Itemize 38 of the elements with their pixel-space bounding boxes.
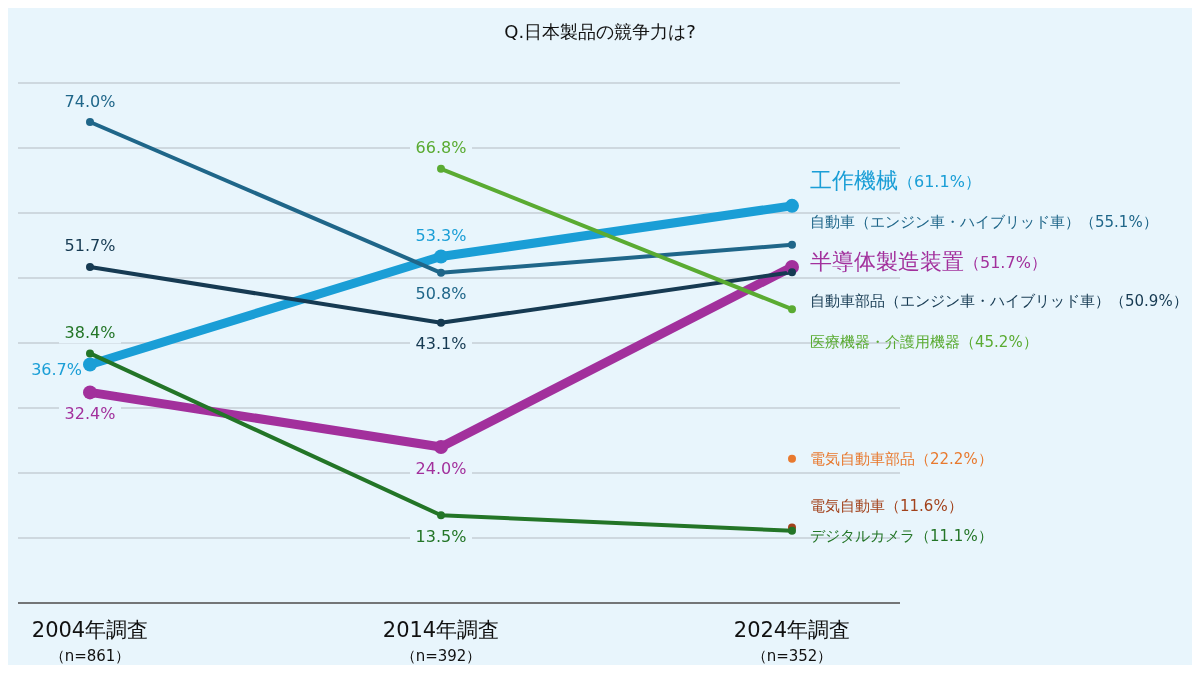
x-tick-label: 2004年調査（n=861） bbox=[31, 618, 149, 665]
point bbox=[788, 305, 796, 314]
data-label: 医療機器・介護用機器（45.2%） bbox=[810, 332, 1038, 351]
data-label: 53.3% bbox=[415, 226, 467, 246]
point bbox=[437, 318, 445, 327]
data-label: 36.7% bbox=[31, 359, 82, 379]
point bbox=[434, 440, 448, 454]
point bbox=[83, 357, 97, 372]
data-label: 50.8% bbox=[415, 284, 467, 304]
data-label: 32.4% bbox=[64, 403, 116, 423]
data-label: 自動車部品（エンジン車・ハイブリッド車）（50.9%） bbox=[810, 291, 1188, 310]
data-label: 工作機械（61.1%） bbox=[810, 167, 981, 193]
point bbox=[83, 385, 97, 400]
point bbox=[437, 164, 445, 173]
point bbox=[437, 268, 445, 277]
point bbox=[785, 198, 799, 213]
point bbox=[434, 249, 448, 264]
data-label: 自動車（エンジン車・ハイブリッド車）（55.1%） bbox=[810, 212, 1158, 231]
point bbox=[86, 118, 94, 126]
point bbox=[788, 268, 796, 277]
data-label: 24.0% bbox=[415, 458, 467, 478]
data-label: 13.5% bbox=[415, 526, 467, 546]
point bbox=[86, 349, 94, 358]
chart-title: Q.日本製品の競争力は? bbox=[503, 20, 697, 44]
data-label: 半導体製造装置（51.7%） bbox=[810, 248, 1047, 274]
point bbox=[788, 240, 796, 249]
point bbox=[437, 511, 445, 520]
point bbox=[86, 262, 94, 271]
data-label: 43.1% bbox=[415, 334, 467, 354]
x-tick-label: 2024年調査（n=352） bbox=[733, 618, 851, 665]
data-label: デジタルカメラ（11.1%） bbox=[810, 526, 993, 545]
x-tick-label: 2014年調査（n=392） bbox=[382, 618, 500, 665]
data-label: 51.7% bbox=[64, 236, 116, 256]
data-label: 電気自動車部品（22.2%） bbox=[810, 449, 993, 468]
data-label: 38.4% bbox=[64, 322, 116, 342]
data-label: 電気自動車（11.6%） bbox=[810, 496, 963, 515]
data-label: 74.0% bbox=[64, 91, 116, 111]
data-label: 66.8% bbox=[415, 138, 467, 158]
